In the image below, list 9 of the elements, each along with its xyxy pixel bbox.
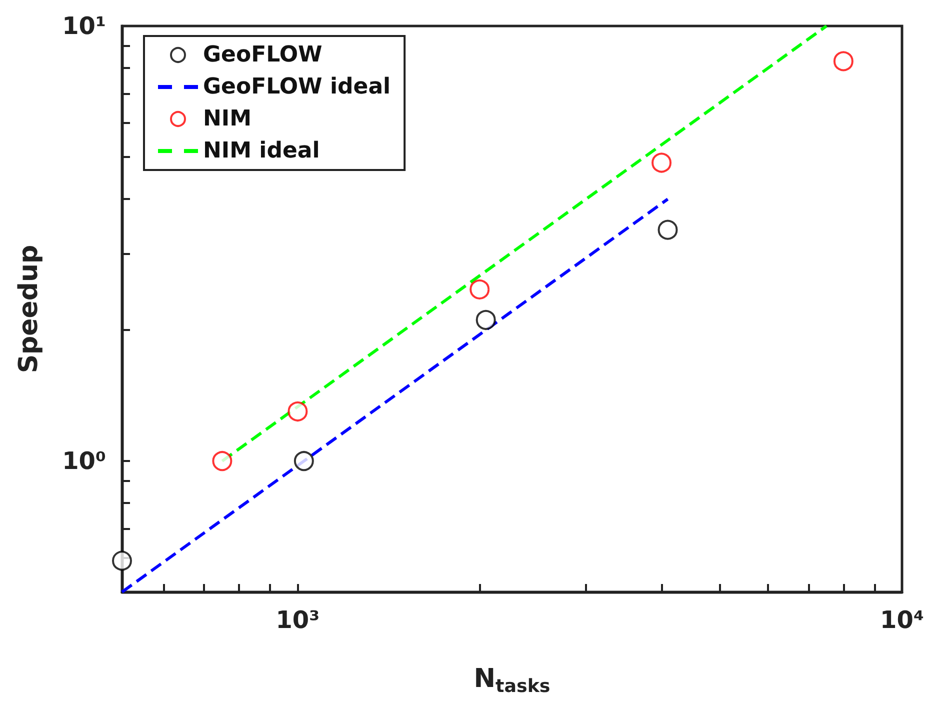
legend-label: GeoFLOW ideal [203, 74, 391, 100]
legend-label: GeoFLOW [203, 42, 322, 68]
x-tick-label: 10⁴ [880, 606, 924, 634]
legend-label: NIM ideal [203, 138, 320, 164]
y-tick-label: 10⁰ [62, 447, 106, 476]
y-axis-title: Speedup [14, 244, 44, 374]
x-tick-label: 10³ [276, 606, 320, 634]
y-tick-label: 10¹ [62, 12, 106, 40]
legend-label: NIM [203, 106, 252, 132]
